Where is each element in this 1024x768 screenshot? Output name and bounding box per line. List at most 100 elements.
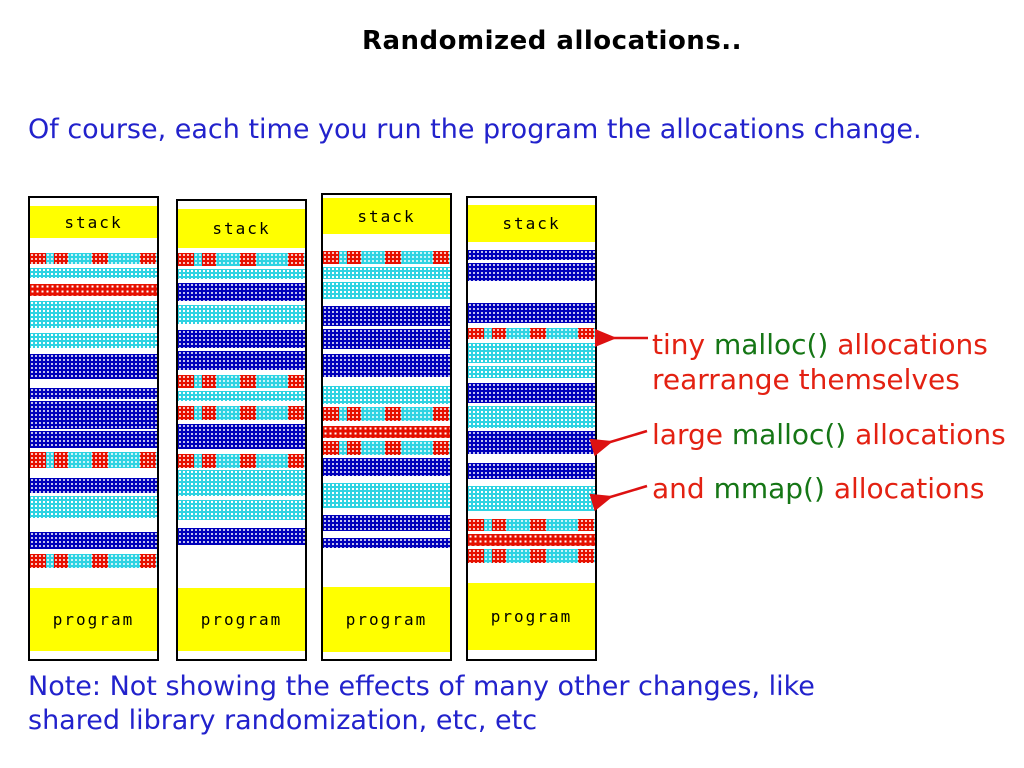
white-band (323, 195, 450, 198)
white-band (468, 563, 595, 583)
stack-region: stack (178, 209, 305, 248)
memory-column-4: stack program (466, 196, 597, 661)
white-band (30, 568, 157, 588)
tiny-band (178, 253, 305, 266)
white-band (323, 326, 450, 329)
blue-band (323, 329, 450, 349)
white-band (323, 455, 450, 458)
tiny-band (323, 251, 450, 264)
annotation-1: tiny malloc() allocations rearrange thems… (652, 327, 988, 397)
note-line-1: Note: Not showing the effects of many ot… (28, 671, 815, 702)
stack-region: stack (30, 206, 157, 238)
tiny-band (30, 452, 157, 468)
white-band (30, 448, 157, 452)
white-band (468, 454, 595, 463)
white-band (30, 429, 157, 431)
blue-band (468, 383, 595, 403)
program-region: program (468, 583, 595, 650)
annotation-2: large malloc() allocations (652, 417, 1006, 452)
blue-band (468, 263, 595, 281)
blue-band (323, 354, 450, 377)
cyan-band (468, 366, 595, 378)
cyan-band (30, 333, 157, 348)
tiny-band (178, 454, 305, 468)
cyan-band (30, 268, 157, 278)
cyan-band (323, 282, 450, 299)
white-band (468, 260, 595, 263)
white-band (468, 511, 595, 519)
blue-band (323, 306, 450, 326)
cyan-band (323, 483, 450, 508)
red-band (468, 534, 595, 546)
white-band (178, 324, 305, 330)
blue-band (178, 330, 305, 348)
memory-column-2: stack program (176, 199, 307, 661)
annotation-segment: tiny (652, 328, 714, 361)
cyan-band (178, 305, 305, 324)
white-band (323, 299, 450, 306)
white-band (323, 349, 450, 354)
white-band (323, 531, 450, 538)
blue-band (468, 463, 595, 479)
annotation-line: large malloc() allocations (652, 417, 1006, 452)
blue-band (468, 250, 595, 260)
tiny-band (178, 406, 305, 420)
annotation-line: rearrange themselves (652, 362, 988, 397)
white-band (30, 264, 157, 268)
arrow-2 (589, 429, 648, 457)
white-band (30, 399, 157, 401)
memory-column-3: stack program (321, 193, 452, 661)
cyan-band (178, 269, 305, 279)
white-band (323, 476, 450, 483)
white-band (468, 281, 595, 303)
white-band (323, 508, 450, 515)
white-band (30, 328, 157, 333)
annotation-line: and mmap() allocations (652, 471, 984, 506)
tiny-band (468, 549, 595, 563)
white-band (30, 238, 157, 253)
cyan-band (178, 470, 305, 496)
white-band (468, 339, 595, 343)
annotation-line: tiny malloc() allocations (652, 327, 988, 362)
annotation-segment: mmap() (713, 472, 825, 505)
blue-band (30, 354, 157, 379)
annotation-segment: allocations (824, 472, 985, 505)
white-band (30, 296, 157, 301)
tiny-band (178, 375, 305, 388)
blue-band (468, 303, 595, 323)
white-band (178, 520, 305, 528)
tiny-band (323, 441, 450, 455)
blue-band (178, 424, 305, 449)
intro-text: Of course, each time you run the program… (28, 114, 922, 145)
white-band (178, 401, 305, 406)
red-band (323, 426, 450, 438)
white-band (468, 546, 595, 549)
cyan-band (323, 386, 450, 404)
annotation-segment: allocations (846, 418, 1006, 451)
stack-region: stack (323, 198, 450, 234)
white-band (30, 278, 157, 284)
annotation-segment: allocations (828, 328, 988, 361)
memory-column-1: stack program (28, 196, 159, 661)
program-region: program (178, 588, 305, 651)
white-band (178, 449, 305, 454)
program-region: program (30, 588, 157, 651)
white-band (468, 378, 595, 383)
white-band (30, 518, 157, 532)
cyan-band (30, 301, 157, 328)
white-band (323, 279, 450, 282)
blue-band (468, 431, 595, 454)
white-band (468, 363, 595, 366)
blue-band (323, 515, 450, 531)
white-band (178, 651, 305, 659)
annotation-segment: malloc() (713, 328, 829, 361)
white-band (178, 388, 305, 391)
white-band (323, 548, 450, 587)
white-band (468, 403, 595, 406)
blue-band (30, 401, 157, 429)
note-line-2: shared library randomization, etc, etc (28, 705, 538, 736)
white-band (178, 545, 305, 588)
cyan-band (178, 500, 305, 520)
annotation-segment: and (652, 472, 714, 505)
